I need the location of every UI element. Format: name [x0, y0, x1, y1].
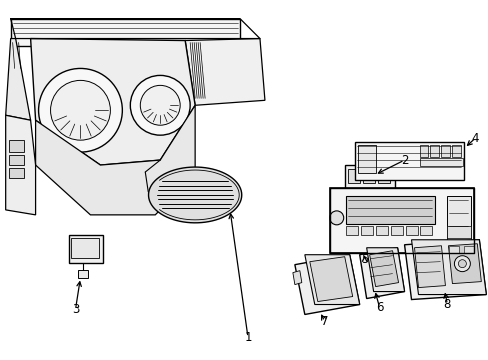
Bar [360, 226, 372, 235]
Polygon shape [359, 248, 404, 298]
Bar [390, 226, 402, 235]
Bar [344, 165, 394, 210]
Bar [347, 169, 359, 183]
Polygon shape [414, 246, 445, 288]
Polygon shape [411, 240, 486, 294]
Bar [362, 169, 374, 183]
Bar [68, 235, 103, 263]
Bar [429, 145, 439, 157]
Bar [441, 145, 449, 157]
Bar [448, 246, 458, 253]
Polygon shape [11, 19, 240, 45]
Bar [78, 270, 88, 278]
Bar [419, 158, 463, 166]
Bar [357, 145, 375, 173]
Circle shape [39, 68, 122, 152]
Bar [71, 238, 99, 258]
Text: 4: 4 [470, 132, 478, 145]
Bar [9, 140, 23, 152]
Circle shape [140, 85, 180, 125]
Bar [9, 168, 23, 178]
Polygon shape [309, 257, 352, 302]
Polygon shape [185, 39, 264, 105]
Bar [345, 226, 357, 235]
Polygon shape [292, 271, 301, 285]
Bar [9, 155, 23, 165]
Bar [345, 196, 435, 224]
Bar [362, 188, 374, 202]
Circle shape [50, 80, 110, 140]
Polygon shape [36, 105, 195, 215]
Polygon shape [148, 167, 241, 223]
Text: 2: 2 [400, 154, 407, 167]
Polygon shape [404, 240, 486, 300]
Text: 3: 3 [72, 303, 79, 316]
Polygon shape [294, 255, 359, 315]
Bar [464, 246, 473, 253]
Bar [451, 145, 461, 157]
Circle shape [329, 211, 343, 225]
Bar [329, 188, 473, 253]
Polygon shape [6, 115, 36, 215]
Polygon shape [366, 248, 404, 292]
Bar [419, 145, 427, 157]
Polygon shape [369, 251, 398, 287]
Polygon shape [31, 39, 195, 165]
Bar [354, 142, 464, 180]
Text: 7: 7 [320, 315, 328, 328]
Circle shape [130, 75, 190, 135]
Bar [447, 226, 470, 238]
Bar [405, 226, 417, 235]
Polygon shape [447, 244, 480, 284]
Polygon shape [304, 255, 359, 305]
Text: 5: 5 [360, 253, 367, 266]
Bar [377, 169, 389, 183]
Circle shape [457, 260, 466, 268]
Bar [447, 196, 470, 241]
Text: 1: 1 [244, 331, 251, 344]
Bar [420, 226, 431, 235]
Bar [377, 188, 389, 202]
Text: 6: 6 [375, 301, 383, 314]
Bar [347, 188, 359, 202]
Circle shape [453, 256, 469, 272]
Text: 8: 8 [443, 298, 450, 311]
Polygon shape [6, 39, 31, 120]
Bar [375, 226, 387, 235]
